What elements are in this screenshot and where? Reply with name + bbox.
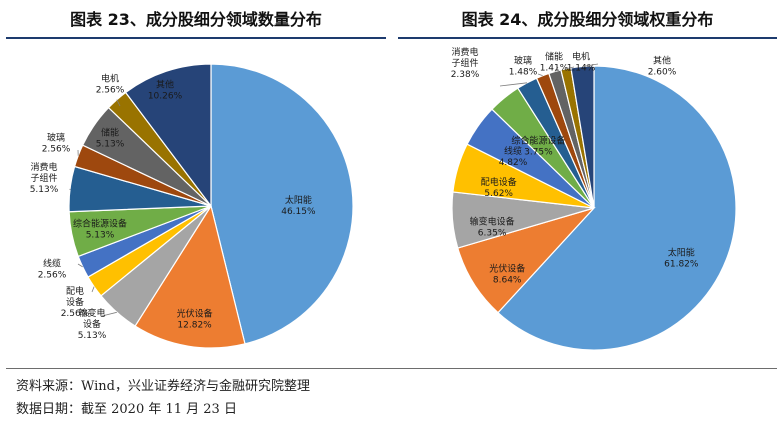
slice-category-label: 配电 <box>66 285 84 297</box>
chart-panel-weight: 图表 24、成分股细分领域权重分布 太阳能 61.82% 光伏设备 8.64% 输变电设… <box>392 0 783 362</box>
pie-slice-11 <box>124 63 212 208</box>
slice-category-label: 光伏设备 <box>177 307 213 319</box>
title-rule <box>398 37 777 39</box>
pie-chart-count: 太阳能46.15%光伏设备12.82%输变电设备5.13%配电设备2.56%线缆… <box>30 63 354 349</box>
slice-label-9: 储能1.41% <box>540 51 569 74</box>
leader-line <box>116 99 121 107</box>
slice-category-label: 综合能源设备 <box>511 134 565 146</box>
slice-value-label: 46.15% <box>281 207 316 217</box>
slice-value-label: 5.13% <box>78 331 107 341</box>
source-note: 资料来源：Wind，兴业证券经济与金融研究院整理 <box>16 379 310 394</box>
chart-panel-count: 图表 23、成分股细分领域数量分布 太阳能 46.15% 光伏设备 12.82% 输变电… <box>0 0 392 362</box>
slice-category-label: 储能 <box>101 127 119 139</box>
pie-slices <box>451 65 737 351</box>
slice-value-label: 2.56% <box>96 86 125 96</box>
slice-value-label: 2.56% <box>42 145 71 155</box>
slice-label-5: 线缆4.82% <box>499 145 528 168</box>
leader-line <box>77 263 83 268</box>
slice-category-label: 线缆 <box>504 145 522 157</box>
slice-value-label: 61.82% <box>664 260 699 270</box>
slice-value-label: 2.38% <box>451 70 480 80</box>
leader-line <box>565 66 575 70</box>
slice-category-label: 太阳能 <box>285 194 312 206</box>
slice-label-10: 电机1.14% <box>565 51 596 74</box>
slice-category-label: 消费电 <box>30 161 57 173</box>
slice-label-9: 储能5.13% <box>96 127 125 150</box>
slice-value-label: 6.35% <box>478 228 507 238</box>
slice-label-11: 其他2.60% <box>582 55 677 78</box>
leader-line <box>91 286 95 293</box>
slice-category-label: 子组件 <box>30 172 57 184</box>
slice-value-label: 10.26% <box>148 92 183 102</box>
slice-category-label: 综合能源设备 <box>73 218 127 230</box>
slice-value-label: 3.75% <box>524 147 553 157</box>
title-rule <box>6 37 386 39</box>
slice-category-label: 配电设备 <box>481 176 517 188</box>
slice-category-label: 太阳能 <box>668 247 695 259</box>
slice-category-label: 光伏设备 <box>489 263 525 275</box>
slice-value-label: 2.56% <box>38 271 67 281</box>
slice-value-label: 5.13% <box>30 185 59 195</box>
slice-category-label: 设备 <box>83 318 101 330</box>
slice-value-label: 12.82% <box>177 320 212 330</box>
slice-category-label: 电机 <box>572 51 590 63</box>
slice-value-label: 2.60% <box>648 68 677 78</box>
slice-category-label: 电机 <box>101 73 119 85</box>
slice-label-10: 电机2.56% <box>96 73 125 107</box>
slice-label-8: 玻璃1.48% <box>509 55 543 78</box>
slice-category-label: 消费电 <box>451 46 478 58</box>
slice-category-label: 玻璃 <box>47 132 65 144</box>
footer-rule <box>6 368 777 369</box>
date-note: 数据日期：截至 2020 年 11 月 23 日 <box>16 402 237 417</box>
slice-value-label: 1.48% <box>509 68 538 78</box>
slice-category-label: 其他 <box>156 79 174 91</box>
leader-line <box>582 63 599 67</box>
slice-value-label: 2.56% <box>61 309 90 319</box>
pie-slice-1 <box>210 63 354 345</box>
slice-category-label: 玻璃 <box>514 55 532 67</box>
pie-labels: 太阳能46.15%光伏设备12.82%输变电设备5.13%配电设备2.56%线缆… <box>30 73 316 342</box>
pie-slices <box>68 63 354 349</box>
slice-value-label: 1.14% <box>567 64 596 74</box>
slice-value-label: 5.62% <box>484 189 513 199</box>
leader-line <box>101 311 117 317</box>
leader-line <box>554 66 559 72</box>
chart-title: 图表 23、成分股细分领域数量分布 <box>70 10 322 29</box>
slice-category-label: 其他 <box>653 55 671 67</box>
slice-value-label: 5.13% <box>86 231 115 241</box>
pie-slice-1 <box>497 65 737 351</box>
chart-title: 图表 24、成分股细分领域权重分布 <box>461 10 714 29</box>
slice-category-label: 线缆 <box>43 258 61 270</box>
slice-category-label: 设备 <box>66 296 84 308</box>
slice-value-label: 5.13% <box>96 140 125 150</box>
pie-slice-2 <box>134 204 246 349</box>
slice-value-label: 4.82% <box>499 158 528 168</box>
slice-value-label: 8.64% <box>493 276 522 286</box>
slice-category-label: 输变电设备 <box>470 215 515 227</box>
slice-category-label: 子组件 <box>451 57 478 69</box>
slice-category-label: 储能 <box>545 51 563 63</box>
slice-value-label: 1.41% <box>540 64 569 74</box>
slice-label-5: 线缆2.56% <box>38 258 83 281</box>
slice-label-8: 玻璃2.56% <box>42 132 79 156</box>
slice-category-label: 输变电 <box>78 307 105 319</box>
leader-line <box>537 73 543 76</box>
leader-line <box>499 82 528 87</box>
